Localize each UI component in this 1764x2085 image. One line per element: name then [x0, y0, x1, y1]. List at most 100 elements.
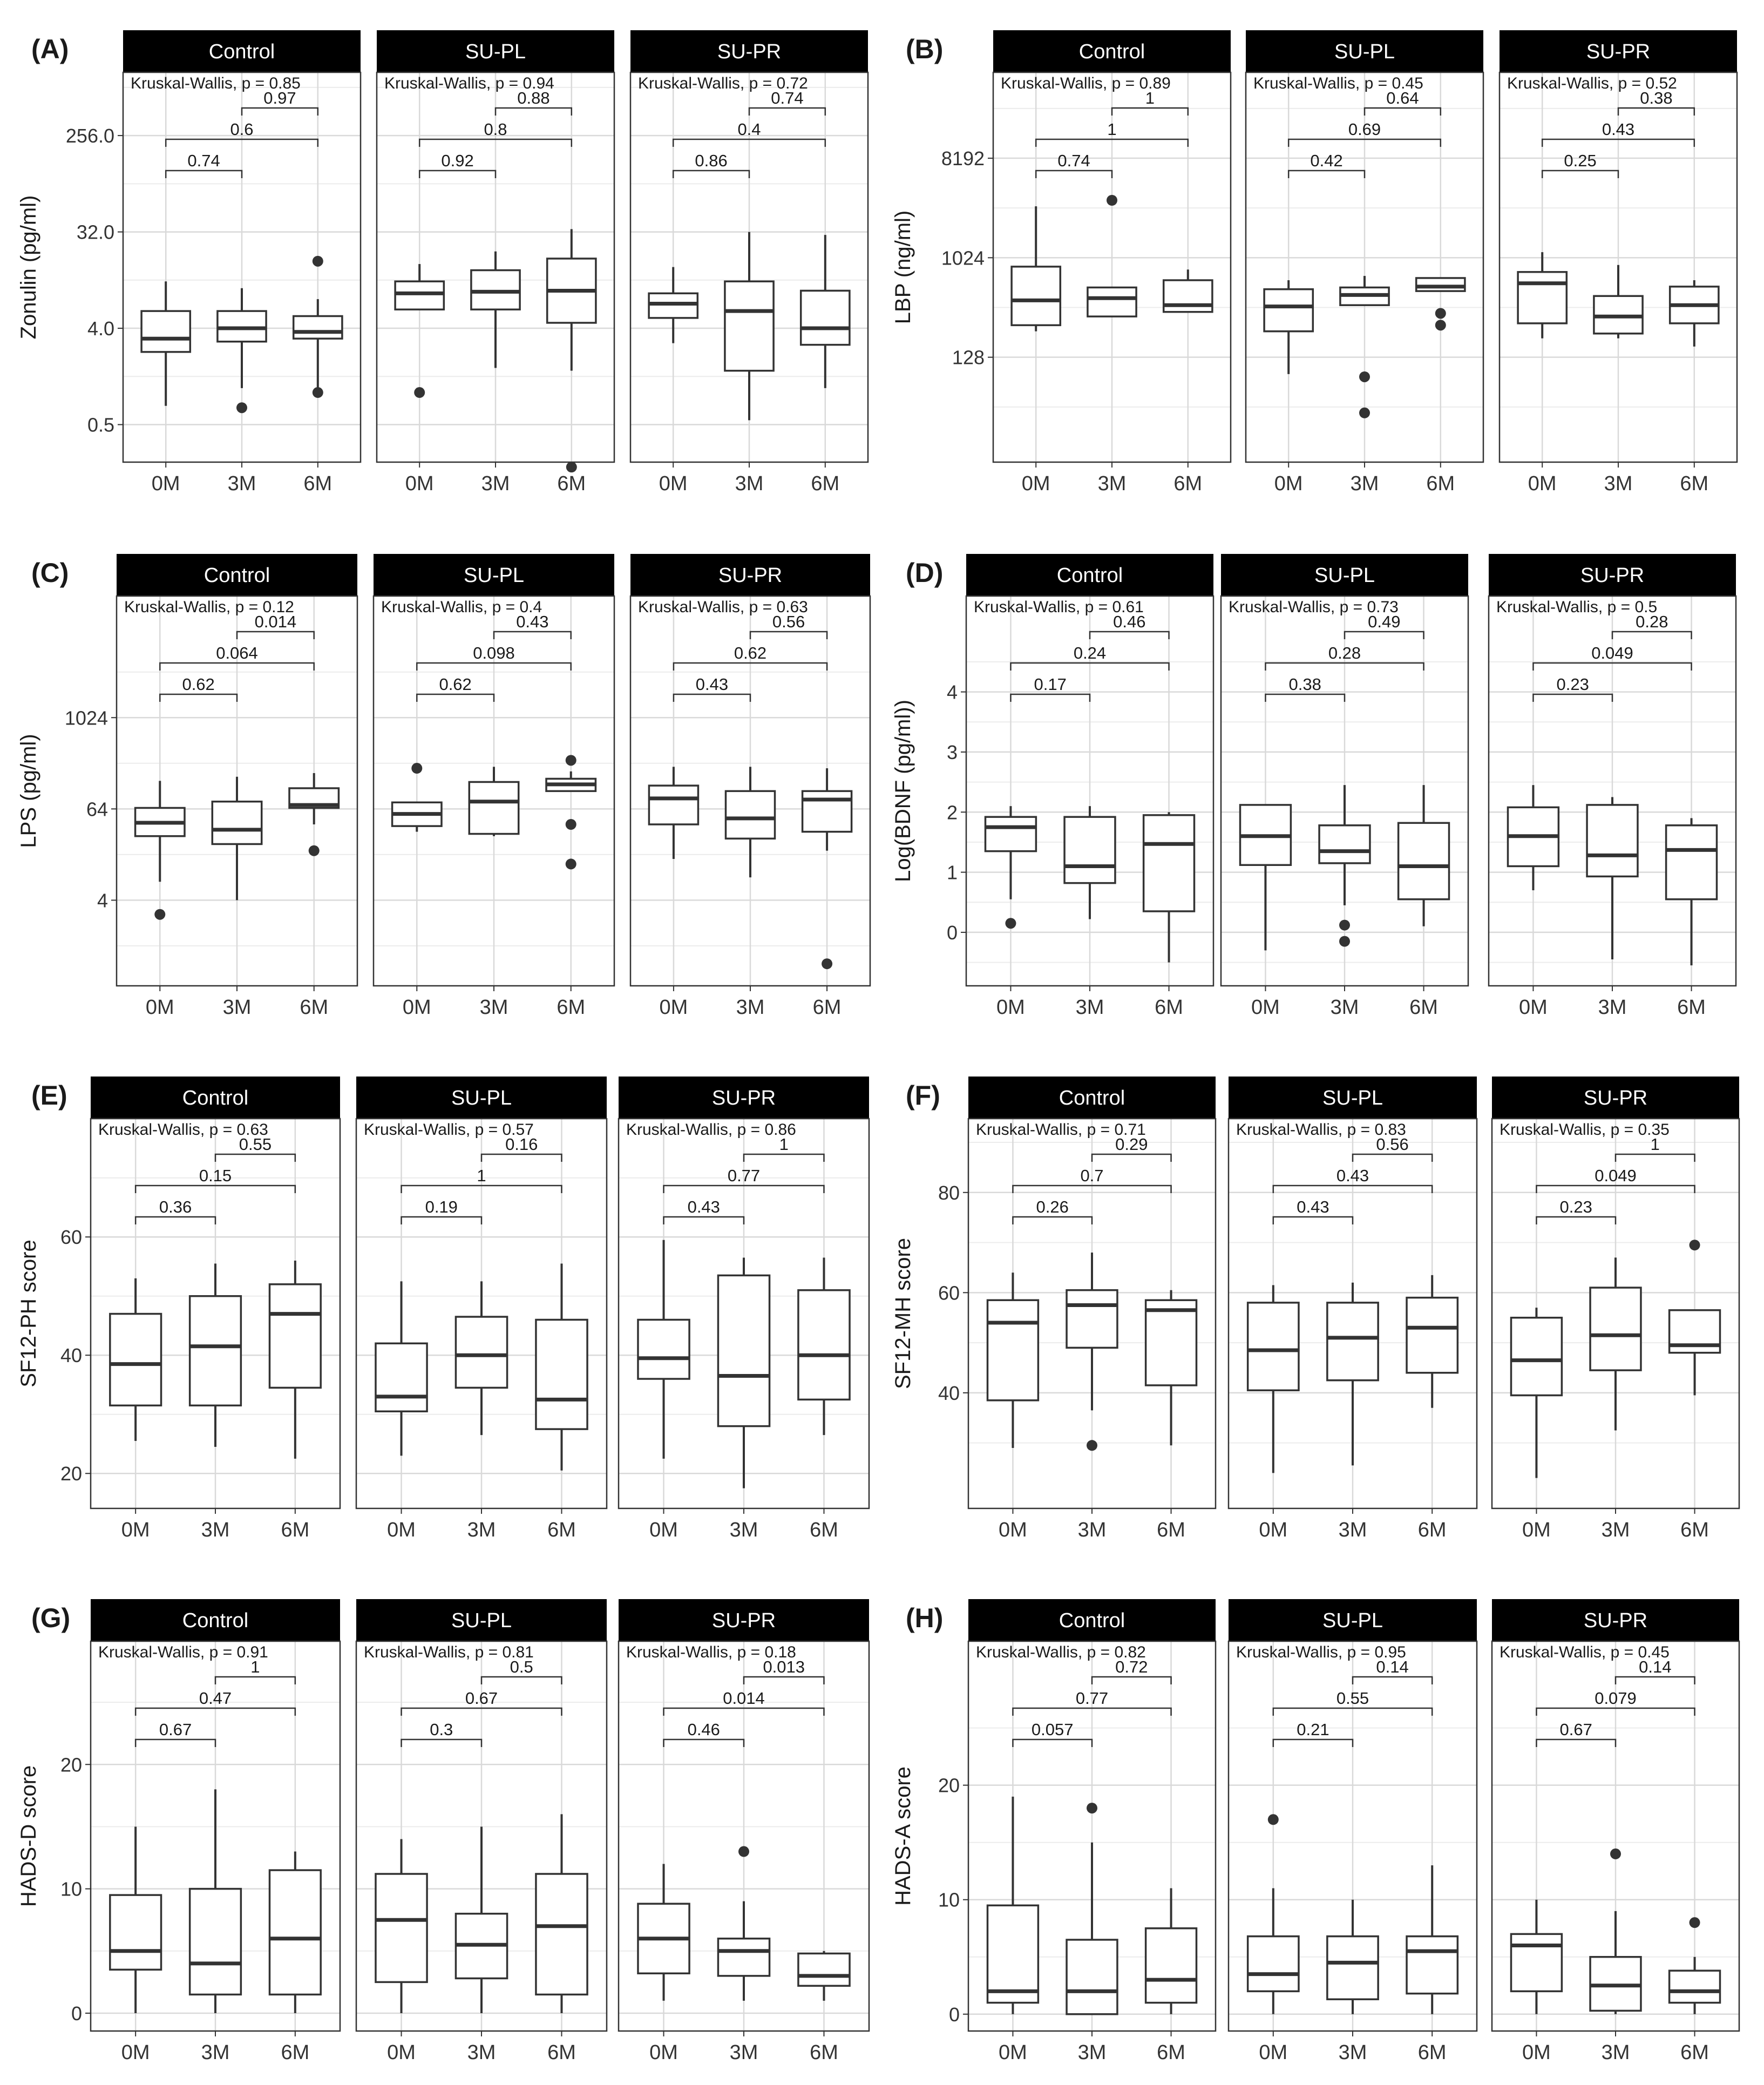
- panel-f-facet-su-pr-bracket-0m-3m: [1536, 1216, 1617, 1224]
- panel-f-facet-su-pr-strip-label: SU-PR: [1584, 1087, 1647, 1109]
- panel-e-facet-su-pl-box-6m-iqr: [535, 1318, 588, 1430]
- panel-c-facet-control-x-tick-label: 6M: [300, 996, 328, 1019]
- panel-f-facet-control-box-6m-iqr: [1144, 1299, 1198, 1386]
- panel-a-facet-su-pr-strip: [630, 30, 868, 72]
- panel-f-facet-control-x-tick-label: 0M: [999, 1519, 1027, 1541]
- panel-d-facet-su-pl-x-tick-label: 6M: [1409, 996, 1438, 1019]
- panel-f-facet-control-x-tick-label: 3M: [1078, 1519, 1107, 1541]
- panel-c-facet-su-pr-box-0m-iqr: [648, 784, 700, 825]
- panel-b-facet-su-pr-bracket-0m-6m: [1541, 138, 1695, 147]
- panel-a-facet-control-bracket-0m-3m: [165, 170, 243, 178]
- panel-c-facet-control-bracket-label: 0.014: [255, 612, 297, 631]
- panel-b-facet-su-pl-bracket-0m-3m: [1287, 170, 1366, 178]
- panel-a-facet-su-pl-bracket-3m-6m: [494, 107, 573, 116]
- panel-h-facet-su-pl-bracket-label: 0.55: [1336, 1689, 1369, 1708]
- panel-e-facet-su-pr-bracket-label: 0.43: [688, 1197, 720, 1216]
- panel-a-facet-su-pr-bracket-0m-6m: [672, 138, 826, 147]
- panel-f-facet-su-pr-bracket-label: 0.23: [1560, 1197, 1592, 1216]
- panel-g: (G) HADS-D score 0 10 20 Control Kruskal-Walli…: [17, 1599, 870, 2064]
- panel-d-facet-su-pr-bracket-3m-6m: [1611, 631, 1692, 639]
- panel-c-facet-control-bracket-3m-6m: [236, 631, 315, 639]
- panel-e-facet-control-x-tick-label: 6M: [281, 1519, 309, 1541]
- panel-b-facet-control-box-3m-iqr: [1087, 286, 1137, 317]
- panel-f-facet-su-pl-bracket-0m-6m: [1272, 1184, 1433, 1193]
- panel-g-facet-su-pl-bracket-3m-6m: [480, 1676, 562, 1684]
- panel-a-facet-su-pr-x-tick-label: 3M: [735, 472, 764, 495]
- panel-f-facet-su-pl-box-6m-iqr: [1406, 1296, 1459, 1374]
- panel-c-facet-control-box-6m-outlier: [308, 845, 320, 856]
- panel-c-facet-control-box-3m-iqr: [211, 800, 263, 845]
- panel-a-facet-control-strip-label: Control: [209, 40, 275, 63]
- panel-b-facet-su-pl-x-tick-label: 3M: [1351, 472, 1379, 495]
- panel-c-facet-su-pl-box-0m-outlier: [411, 763, 423, 774]
- panel-a-facet-su-pr-bracket-0m-3m: [672, 170, 750, 178]
- panel-g-facet-control-x-tick-label: 0M: [121, 2041, 150, 2064]
- panel-a-facet-su-pl-bracket-0m-3m: [418, 170, 497, 178]
- panel-c-facet-su-pl-box-6m-outlier: [565, 755, 576, 766]
- panel-e-facet-su-pr-strip-label: SU-PR: [712, 1087, 776, 1109]
- panel-f-facet-su-pr-box-0m-iqr: [1510, 1316, 1563, 1397]
- panel-h-facet-su-pr-kw-label: Kruskal-Wallis, p = 0.45: [1500, 1643, 1670, 1661]
- panel-c-facet-control-strip: [117, 554, 357, 596]
- panel-a-facet-control-bracket-3m-6m: [241, 107, 319, 116]
- panel-c-facet-su-pl-bracket-label: 0.62: [439, 675, 471, 694]
- panel-f-facet-su-pl-bracket-0m-3m: [1272, 1216, 1354, 1224]
- panel-c-facet-su-pr-bracket-0m-6m: [673, 662, 828, 671]
- panel-g-facet-su-pr-strip: [619, 1599, 869, 1641]
- panel-a-facet-control-box-6m-outlier: [312, 255, 323, 267]
- panel-f-facet-su-pl-bracket-label: 0.56: [1376, 1135, 1408, 1154]
- panel-c-facet-control: Control Kruskal-Wallis, p = 0.12 0.620.064…: [116, 554, 358, 1019]
- panel-c-facet-su-pr-x-tick-label: 0M: [660, 996, 688, 1019]
- panel-h-facet-control-strip: [968, 1599, 1216, 1641]
- panel-g-facet-su-pr-bracket-0m-6m: [663, 1707, 825, 1716]
- panel-e-y-tick-label: 20: [60, 1463, 82, 1485]
- panel-g-facet-su-pl-bracket-0m-3m: [401, 1738, 483, 1747]
- panel-e-facet-control-bracket-0m-3m: [134, 1216, 216, 1224]
- panel-a-facet-control-box-6m-iqr: [292, 315, 343, 340]
- panel-h-facet-su-pl-box-3m-iqr: [1326, 1935, 1379, 2000]
- panel-e-facet-su-pr-bracket-0m-6m: [663, 1184, 825, 1193]
- panel-g-facet-su-pl-x-tick-label: 0M: [387, 2041, 416, 2064]
- panel-h-facet-su-pl-strip: [1229, 1599, 1477, 1641]
- panel-d-facet-su-pr-x-tick-label: 6M: [1677, 996, 1706, 1019]
- panel-b-facet-su-pl-box-6m-outlier: [1435, 308, 1446, 319]
- panel-a-facet-su-pr-bracket-label: 0.74: [771, 89, 803, 107]
- panel-g-facet-control-box-3m-iqr: [188, 1887, 242, 1996]
- panel-h-facet-su-pl-bracket-0m-3m: [1272, 1738, 1354, 1747]
- panel-f-facet-su-pr-bracket-label: 0.049: [1595, 1166, 1637, 1185]
- panel-g-y-axis-title: HADS-D score: [17, 1765, 40, 1907]
- panel-g-facet-su-pr-bracket-3m-6m: [743, 1676, 825, 1684]
- panel-a-facet-su-pr-x-tick-label: 0M: [659, 472, 688, 495]
- panel-d-facet-su-pl-x-tick-label: 3M: [1331, 996, 1359, 1019]
- panel-g-facet-su-pl-kw-label: Kruskal-Wallis, p = 0.81: [364, 1643, 534, 1661]
- panel-c-facet-su-pl-x-tick-label: 6M: [557, 996, 585, 1019]
- panel-d-facet-control-strip-label: Control: [1057, 564, 1123, 587]
- panel-g-facet-control-kw-label: Kruskal-Wallis, p = 0.91: [98, 1643, 268, 1661]
- panel-b-y-axis-title: LBP (ng/ml): [891, 211, 915, 324]
- panel-e-facet-su-pl-bracket-3m-6m: [480, 1153, 562, 1162]
- panel-b-facet-su-pl-x-tick-label: 6M: [1426, 472, 1455, 495]
- panel-e-facet-su-pr-x-tick-label: 3M: [730, 1519, 758, 1541]
- panel-h-facet-control-kw-label: Kruskal-Wallis, p = 0.82: [976, 1643, 1146, 1661]
- panel-b-facet-su-pl-box-3m-outlier: [1359, 371, 1370, 382]
- panel-d-y-axis-title: Log(BDNF (pg/ml)): [891, 700, 915, 882]
- panel-h-facet-control-box-3m-outlier: [1087, 1803, 1097, 1814]
- panel-g-facet-su-pr-bracket-0m-3m: [663, 1738, 745, 1747]
- panel-a-facet-su-pl-x-tick-label: 3M: [481, 472, 510, 495]
- panel-h-facet-control-bracket-0m-3m: [1012, 1738, 1093, 1747]
- panel-a-facet-control-kw-label: Kruskal-Wallis, p = 0.85: [131, 75, 301, 92]
- panel-d-facet-su-pl-bracket-label: 0.49: [1368, 612, 1400, 631]
- panel-h-y-tick-label: 10: [938, 1889, 960, 1911]
- panel-f-facet-control-bracket-label: 0.7: [1080, 1166, 1103, 1185]
- panel-f-facet-control-strip: [968, 1077, 1216, 1119]
- panel-b-facet-su-pr: SU-PR Kruskal-Wallis, p = 0.52 0.25 0.43 0.3…: [1498, 30, 1738, 495]
- panel-d-facet-control-box-0m-iqr: [984, 816, 1037, 852]
- panel-a-facet-su-pl-bracket-label: 0.92: [441, 151, 473, 170]
- panel-d-facet-su-pr-bracket-0m-3m: [1532, 693, 1613, 702]
- panel-h-facet-control-bracket-label: 0.77: [1076, 1689, 1108, 1708]
- panel-a-y-tick-label: 0.5: [87, 414, 114, 436]
- panel-h-facet-control-bracket-0m-6m: [1012, 1707, 1172, 1716]
- panel-c-facet-control-kw-label: Kruskal-Wallis, p = 0.12: [124, 598, 294, 616]
- panel-b-facet-su-pl-box-6m-iqr: [1415, 277, 1466, 292]
- panel-g-facet-su-pr: SU-PR Kruskal-Wallis, p = 0.18 0.460.014 0.…: [618, 1599, 870, 2064]
